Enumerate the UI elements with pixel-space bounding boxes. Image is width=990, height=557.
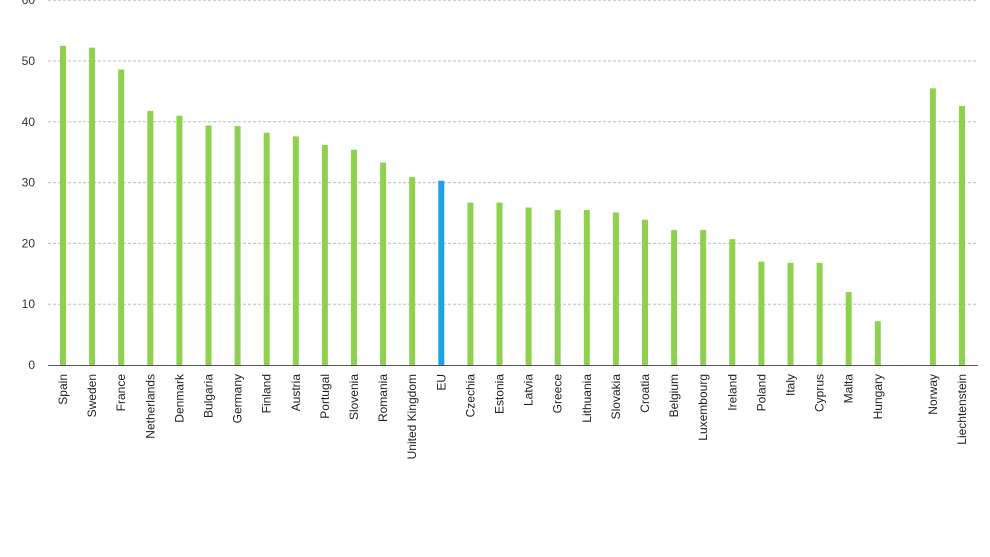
x-category-label: Finland bbox=[260, 374, 274, 413]
x-category-label: Denmark bbox=[172, 373, 186, 423]
bar-belgium bbox=[671, 230, 678, 365]
x-category-label: Sweden bbox=[85, 374, 99, 417]
bar-croatia bbox=[642, 219, 648, 365]
x-category-label: Hungary bbox=[871, 374, 885, 419]
x-category-label: Slovenia bbox=[347, 374, 361, 420]
y-tick-label: 50 bbox=[22, 54, 36, 68]
bar-slovenia bbox=[351, 149, 357, 365]
bar-italy bbox=[787, 262, 794, 365]
x-category-label: Austria bbox=[289, 374, 303, 412]
y-tick-label: 60 bbox=[22, 0, 36, 7]
x-category-label: Latvia bbox=[522, 374, 536, 406]
x-category-label: Poland bbox=[754, 374, 768, 411]
bar-latvia bbox=[525, 207, 532, 365]
bar-luxembourg bbox=[700, 230, 707, 365]
x-category-label: Greece bbox=[551, 374, 565, 414]
x-category-label: Lithuania bbox=[580, 374, 594, 423]
bar-bulgaria bbox=[205, 125, 212, 365]
x-category-label: Belgium bbox=[667, 374, 681, 417]
bar-denmark bbox=[176, 115, 183, 365]
y-tick-label: 10 bbox=[22, 297, 36, 311]
x-category-label: United Kingdom bbox=[405, 374, 419, 459]
y-tick-label: 20 bbox=[22, 236, 36, 250]
x-category-label: Croatia bbox=[638, 374, 652, 413]
bar-germany bbox=[234, 126, 241, 365]
x-category-label: Bulgaria bbox=[202, 374, 216, 418]
bar-cyprus bbox=[816, 262, 823, 365]
x-category-label: Czechia bbox=[463, 374, 477, 418]
x-axis: Spain Sweden France Netherlands Denmark Bulga… bbox=[48, 365, 978, 459]
bar-lithuania bbox=[583, 209, 590, 365]
x-category-label: Italy bbox=[784, 374, 798, 396]
x-category-label: Estonia bbox=[493, 374, 507, 414]
bar-spain bbox=[60, 45, 66, 366]
bar-greece bbox=[554, 209, 561, 365]
x-category-label: Cyprus bbox=[813, 374, 827, 412]
y-tick-label: 30 bbox=[22, 176, 36, 190]
bar-france bbox=[118, 69, 125, 366]
bar-estonia bbox=[496, 202, 503, 365]
bar-malta bbox=[845, 292, 852, 365]
bar-ireland bbox=[729, 239, 736, 365]
x-category-label: Malta bbox=[842, 374, 856, 404]
x-category-label: Norway bbox=[926, 374, 940, 415]
x-category-label: Netherlands bbox=[143, 374, 157, 439]
y-axis: 0 10 20 30 40 50 60 bbox=[22, 0, 36, 372]
y-tick-label: 40 bbox=[22, 115, 36, 129]
x-category-label: EU bbox=[434, 374, 448, 391]
bar-united-kingdom bbox=[409, 177, 416, 365]
bar-netherlands bbox=[147, 110, 154, 365]
bar-portugal bbox=[321, 144, 328, 365]
x-category-label: Slovakia bbox=[609, 374, 623, 420]
bars bbox=[60, 45, 965, 366]
x-category-label: Germany bbox=[231, 374, 245, 423]
x-category-label: Portugal bbox=[318, 374, 332, 419]
x-category-label: Liechtenstein bbox=[955, 374, 969, 445]
bar-eu bbox=[438, 180, 445, 365]
bar-austria bbox=[292, 136, 299, 365]
gridlines bbox=[48, 0, 978, 305]
bar-sweden bbox=[89, 47, 96, 366]
bar-liechtenstein bbox=[959, 105, 965, 365]
bar-czechia bbox=[467, 202, 474, 365]
bar-norway bbox=[929, 88, 936, 366]
x-category-label: Ireland bbox=[725, 374, 739, 411]
bar-poland bbox=[758, 261, 765, 365]
bar-hungary bbox=[874, 321, 881, 365]
y-tick-label: 0 bbox=[28, 358, 35, 372]
x-category-label: Romania bbox=[376, 374, 390, 422]
x-category-label: France bbox=[114, 374, 128, 412]
bar-finland bbox=[263, 132, 270, 365]
x-category-label: Luxembourg bbox=[696, 374, 710, 441]
bar-slovakia bbox=[612, 212, 619, 365]
x-category-label: Spain bbox=[56, 374, 70, 405]
bar-romania bbox=[380, 162, 387, 365]
